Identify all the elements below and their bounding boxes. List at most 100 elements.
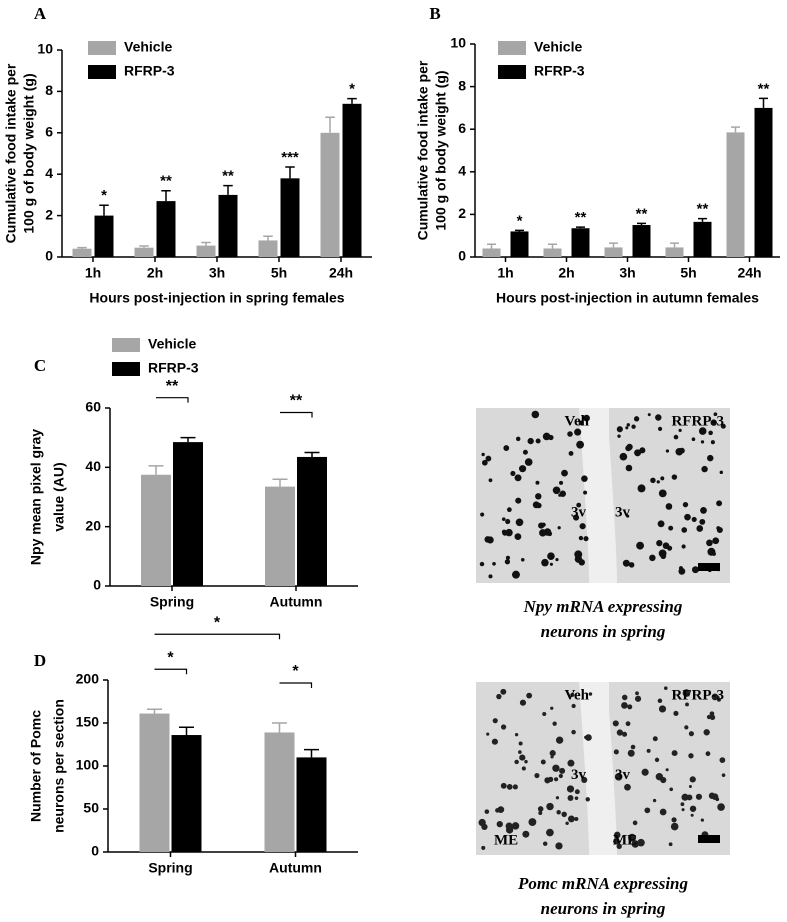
- error-bar: [637, 222, 646, 226]
- significance: *: [349, 81, 355, 98]
- neuron: [538, 811, 543, 815]
- neuron: [635, 691, 639, 696]
- neuron: [559, 480, 564, 485]
- neuron: [616, 843, 622, 849]
- neuron: [657, 698, 663, 704]
- neuron: [481, 845, 486, 850]
- legend-swatch: [112, 338, 140, 352]
- significance: *: [214, 614, 221, 631]
- bar: [156, 201, 176, 257]
- micrograph-caption: neurons in spring: [541, 622, 666, 641]
- neuron: [555, 557, 559, 562]
- significance: ***: [281, 149, 299, 166]
- micrograph: Veh 3v ME: [476, 682, 609, 855]
- neuron: [567, 815, 575, 823]
- error-bar: [99, 204, 109, 216]
- neuron: [505, 518, 511, 525]
- neuron: [568, 451, 574, 456]
- neuron: [505, 826, 514, 834]
- neuron: [717, 803, 725, 811]
- neuron: [689, 805, 697, 812]
- neuron: [660, 553, 667, 560]
- neuron: [500, 724, 507, 730]
- neuron: [682, 501, 689, 508]
- neuron: [571, 703, 576, 709]
- neuron: [627, 704, 633, 710]
- y-tick-label: 40: [85, 458, 101, 474]
- x-axis-label: Hours post-injection in spring females: [89, 290, 344, 306]
- neuron: [613, 749, 619, 755]
- bar: [258, 240, 278, 257]
- neuron: [700, 507, 707, 514]
- neuron: [712, 537, 720, 545]
- neuron: [665, 503, 673, 510]
- neuron: [644, 807, 651, 814]
- neuron: [613, 831, 621, 839]
- scale-bar: [698, 563, 720, 571]
- bracket: [280, 411, 313, 418]
- micrograph-label: 3v: [571, 767, 587, 783]
- neuron: [585, 734, 592, 741]
- neuron: [491, 738, 498, 745]
- neuron: [627, 749, 635, 757]
- error-bar: [161, 190, 171, 202]
- neuron: [534, 772, 540, 779]
- legend-label: RFRP-3: [534, 63, 585, 79]
- neuron: [719, 470, 723, 475]
- neuron: [511, 822, 520, 830]
- y-tick-label: 10: [450, 35, 466, 51]
- neuron: [583, 490, 588, 495]
- y-tick-label: 200: [76, 671, 100, 687]
- y-tick-label: 8: [45, 82, 53, 98]
- y-tick-label: 60: [85, 399, 101, 415]
- neuron: [522, 449, 528, 455]
- micrograph-label: ME: [613, 832, 637, 848]
- neuron: [488, 478, 493, 483]
- neuron: [665, 768, 669, 772]
- neuron: [639, 447, 646, 454]
- neuron: [552, 486, 561, 495]
- y-axis-label: value (AU): [51, 462, 67, 531]
- neuron: [715, 797, 720, 802]
- neuron: [703, 729, 710, 736]
- significance: *: [101, 187, 107, 204]
- neuron: [711, 551, 716, 556]
- neuron: [660, 776, 667, 784]
- neuron: [662, 542, 670, 550]
- x-tick-label: 1h: [497, 265, 513, 281]
- neuron: [518, 750, 522, 754]
- panel-label: B: [429, 4, 440, 23]
- bar: [196, 245, 216, 257]
- micrograph-label: 3v: [615, 767, 631, 783]
- neuron: [713, 412, 718, 417]
- neuron: [625, 464, 633, 472]
- neuron: [535, 493, 542, 500]
- x-tick-label: 24h: [737, 265, 761, 281]
- legend-swatch: [498, 65, 526, 79]
- micrograph-label: 3v: [615, 504, 631, 520]
- error-bar: [272, 722, 287, 733]
- neuron: [720, 423, 726, 429]
- neuron: [688, 753, 694, 759]
- error-bar: [272, 478, 288, 487]
- neuron: [561, 469, 568, 477]
- neuron: [681, 793, 689, 801]
- legend-label: Vehicle: [148, 336, 196, 352]
- bar: [171, 735, 202, 852]
- neuron: [632, 820, 638, 826]
- neuron: [566, 785, 575, 793]
- neuron: [617, 434, 621, 438]
- neuron: [647, 413, 651, 417]
- neuron: [549, 562, 553, 566]
- neuron: [681, 808, 685, 812]
- micrograph-label: RFRP-3: [672, 413, 725, 429]
- bar: [264, 732, 295, 852]
- error-bar: [731, 126, 740, 133]
- neuron: [514, 759, 519, 765]
- bracket: [279, 682, 313, 688]
- neuron: [542, 432, 551, 441]
- neuron: [505, 555, 511, 560]
- neuron: [631, 424, 636, 429]
- legend-swatch: [88, 41, 116, 55]
- neuron: [484, 809, 490, 814]
